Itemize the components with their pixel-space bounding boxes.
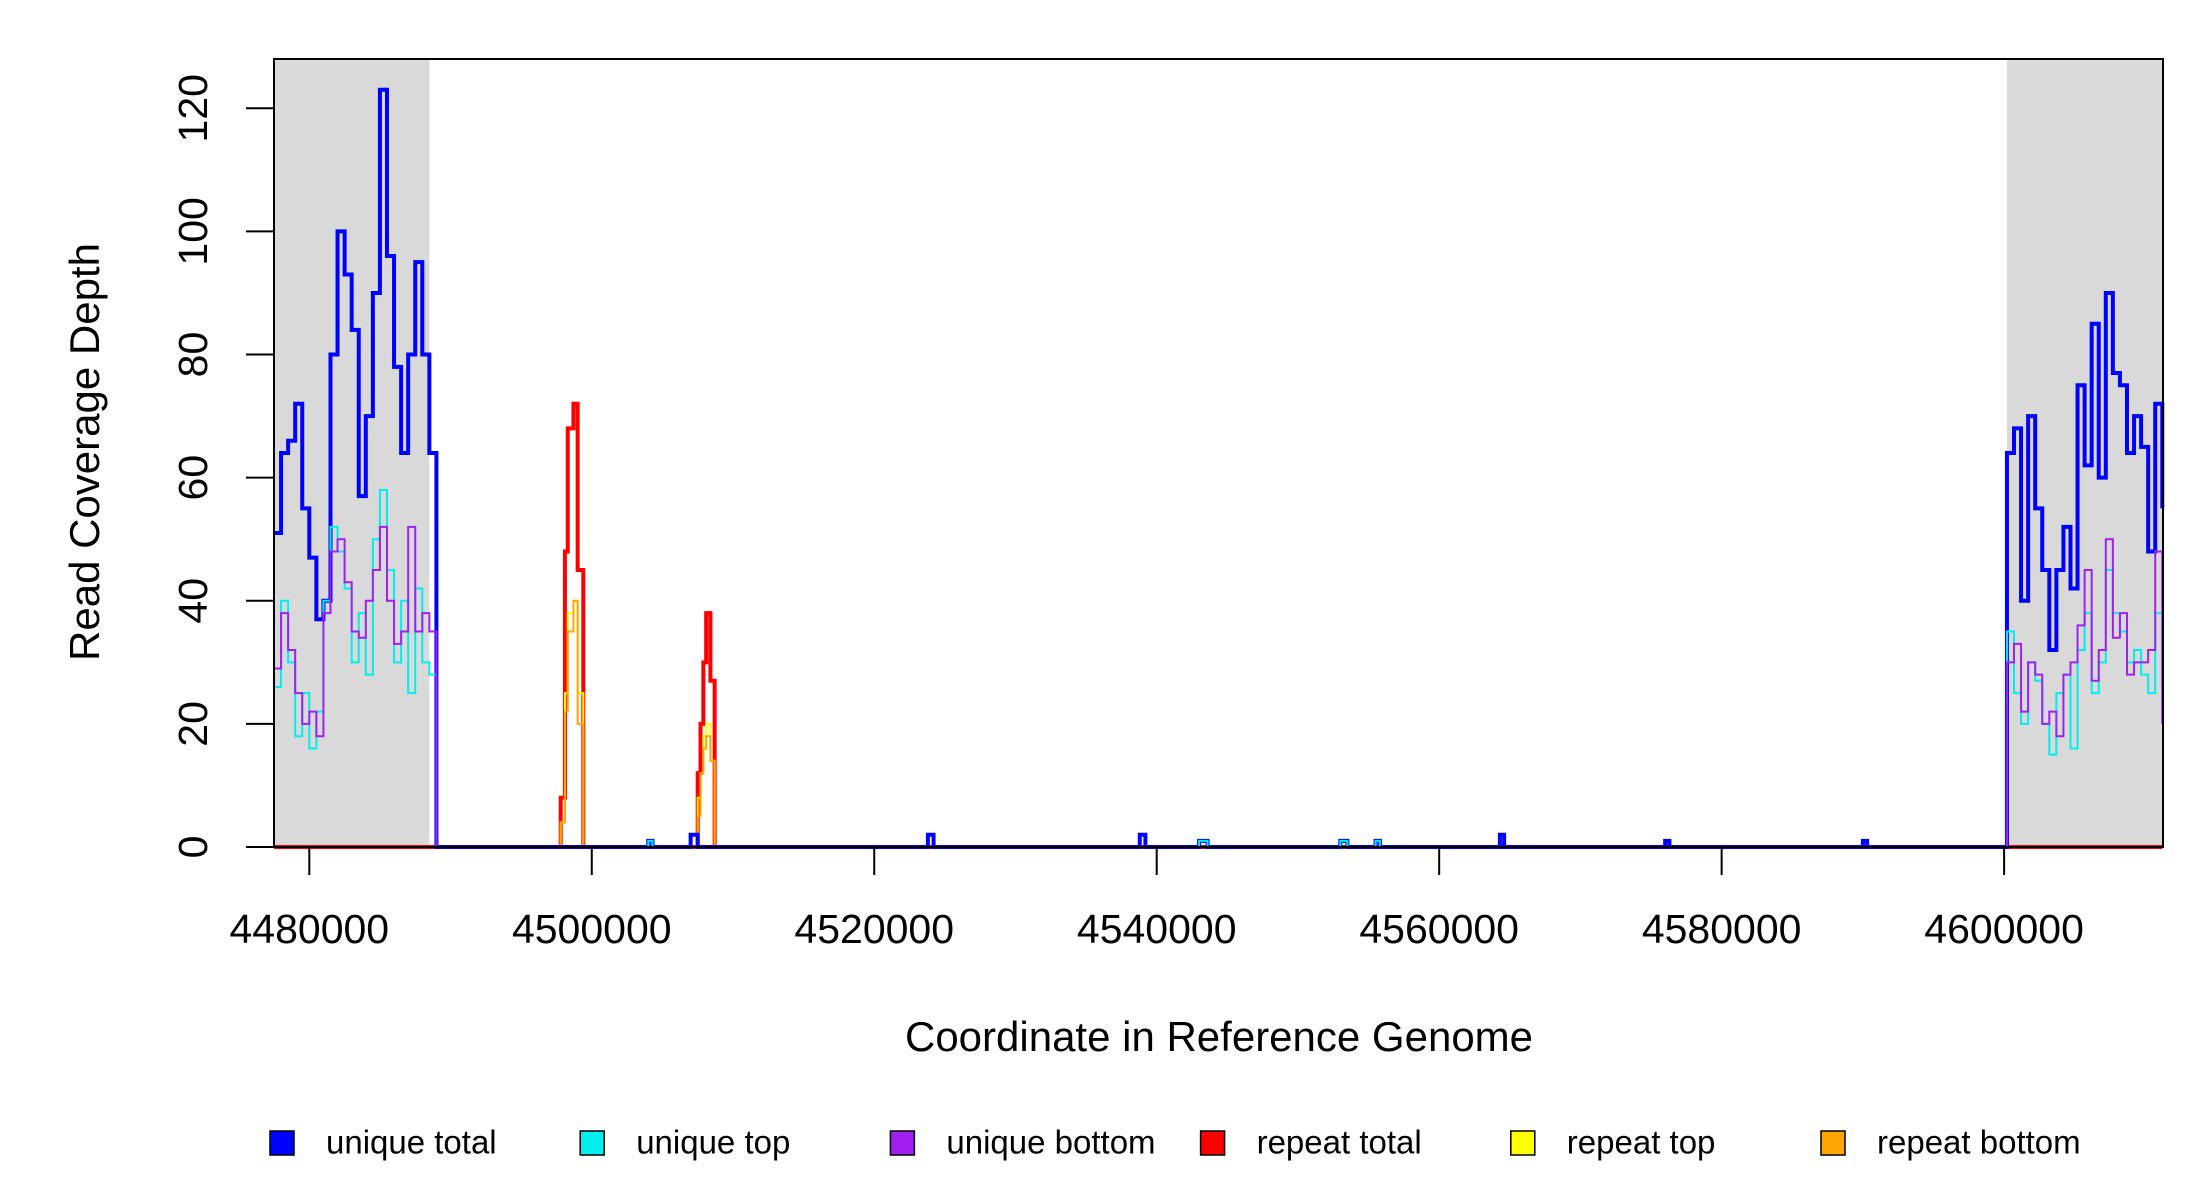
x-tick-label: 4500000 (512, 906, 672, 952)
legend-label: repeat total (1257, 1124, 1422, 1161)
legend-label: unique top (636, 1124, 790, 1161)
x-tick-label: 4580000 (1642, 906, 1802, 952)
legend-swatch (1820, 1130, 1846, 1156)
legend-label: unique bottom (946, 1124, 1155, 1161)
legend-swatch (1199, 1130, 1226, 1156)
legend-label: repeat top (1567, 1124, 1716, 1161)
legend-swatch (579, 1130, 605, 1156)
legend-swatch (1510, 1130, 1536, 1156)
legend-label: unique total (326, 1124, 497, 1161)
x-tick-label: 4540000 (1077, 906, 1237, 952)
y-tick-label: 20 (170, 701, 216, 747)
series-line (274, 525, 2164, 848)
y-tick-label: 100 (170, 197, 216, 265)
x-axis-label: Coordinate in Reference Genome (905, 1013, 1533, 1060)
legend-swatch (269, 1130, 295, 1156)
x-tick-label: 4600000 (1924, 906, 2084, 952)
plot-frame (273, 58, 2164, 848)
y-tick-label: 60 (170, 455, 216, 501)
y-tick-label: 0 (170, 836, 216, 859)
y-tick-label: 40 (170, 578, 216, 624)
legend-label: repeat bottom (1877, 1124, 2081, 1161)
legend-swatch (889, 1130, 916, 1156)
x-tick-label: 4520000 (794, 906, 954, 952)
series-line (274, 599, 2163, 848)
series-line (274, 599, 2163, 848)
y-tick-label: 80 (170, 332, 216, 378)
y-axis-label: Read Coverage Depth (61, 243, 108, 661)
y-tick-label: 120 (170, 74, 216, 142)
x-tick-label: 4480000 (229, 906, 389, 952)
x-tick-label: 4560000 (1359, 906, 1519, 952)
series-line (274, 87, 2165, 849)
series-line (274, 401, 2163, 849)
series-line (274, 488, 2164, 848)
